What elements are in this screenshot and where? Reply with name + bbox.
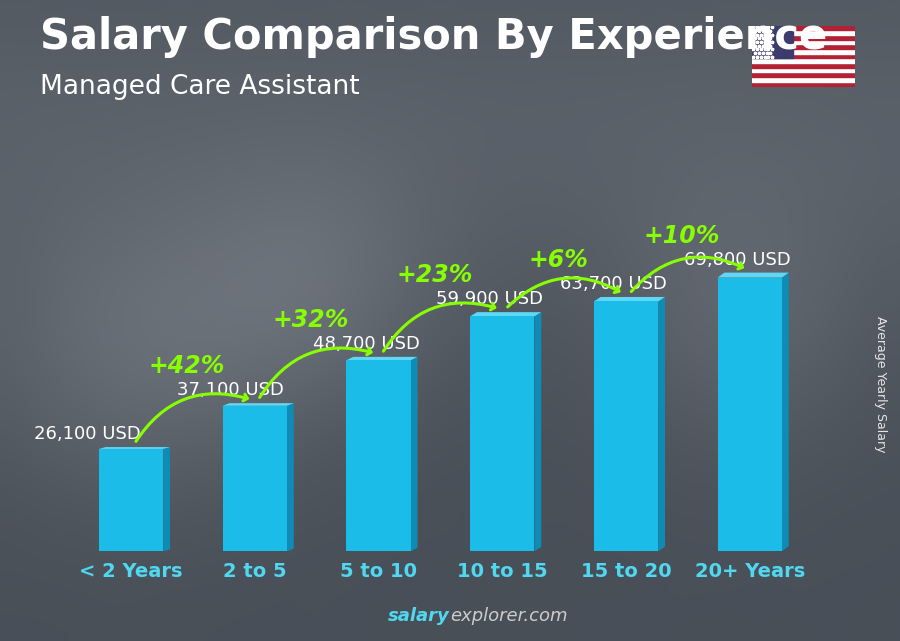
Text: +42%: +42% xyxy=(148,354,225,378)
Polygon shape xyxy=(658,297,665,551)
Bar xyxy=(222,406,287,551)
Text: Managed Care Assistant: Managed Care Assistant xyxy=(40,74,360,100)
Text: +32%: +32% xyxy=(273,308,349,332)
Bar xyxy=(594,301,658,551)
Text: 26,100 USD: 26,100 USD xyxy=(34,425,141,443)
Polygon shape xyxy=(222,403,293,406)
Text: Salary Comparison By Experience: Salary Comparison By Experience xyxy=(40,16,828,58)
Text: Average Yearly Salary: Average Yearly Salary xyxy=(874,317,886,453)
Bar xyxy=(752,77,855,82)
Bar xyxy=(752,26,793,58)
Polygon shape xyxy=(470,312,541,317)
Polygon shape xyxy=(717,272,788,278)
Bar xyxy=(470,317,535,551)
Polygon shape xyxy=(163,447,170,551)
Polygon shape xyxy=(594,297,665,301)
Text: +6%: +6% xyxy=(528,248,589,272)
Text: 37,100 USD: 37,100 USD xyxy=(176,381,284,399)
Bar xyxy=(752,40,855,44)
Bar xyxy=(752,26,855,30)
Bar xyxy=(717,278,782,551)
Polygon shape xyxy=(410,357,418,551)
Text: salary: salary xyxy=(388,607,450,625)
Bar xyxy=(752,35,855,40)
Bar xyxy=(752,54,855,58)
Text: 63,700 USD: 63,700 USD xyxy=(560,275,667,293)
Bar xyxy=(752,58,855,63)
Polygon shape xyxy=(346,357,418,360)
Polygon shape xyxy=(535,312,541,551)
Polygon shape xyxy=(782,272,788,551)
Bar xyxy=(752,49,855,54)
Bar xyxy=(752,44,855,49)
Bar xyxy=(752,72,855,77)
Text: 48,700 USD: 48,700 USD xyxy=(312,335,419,353)
Text: explorer.com: explorer.com xyxy=(450,607,568,625)
Bar xyxy=(752,30,855,35)
Bar xyxy=(346,360,410,551)
Polygon shape xyxy=(287,403,293,551)
Bar xyxy=(99,449,163,551)
Text: +23%: +23% xyxy=(396,263,472,287)
Polygon shape xyxy=(99,447,170,449)
Bar xyxy=(752,68,855,72)
Bar xyxy=(752,82,855,87)
Bar xyxy=(752,63,855,68)
Text: 69,800 USD: 69,800 USD xyxy=(684,251,791,269)
Text: +10%: +10% xyxy=(644,224,720,248)
Text: 59,900 USD: 59,900 USD xyxy=(436,290,544,308)
